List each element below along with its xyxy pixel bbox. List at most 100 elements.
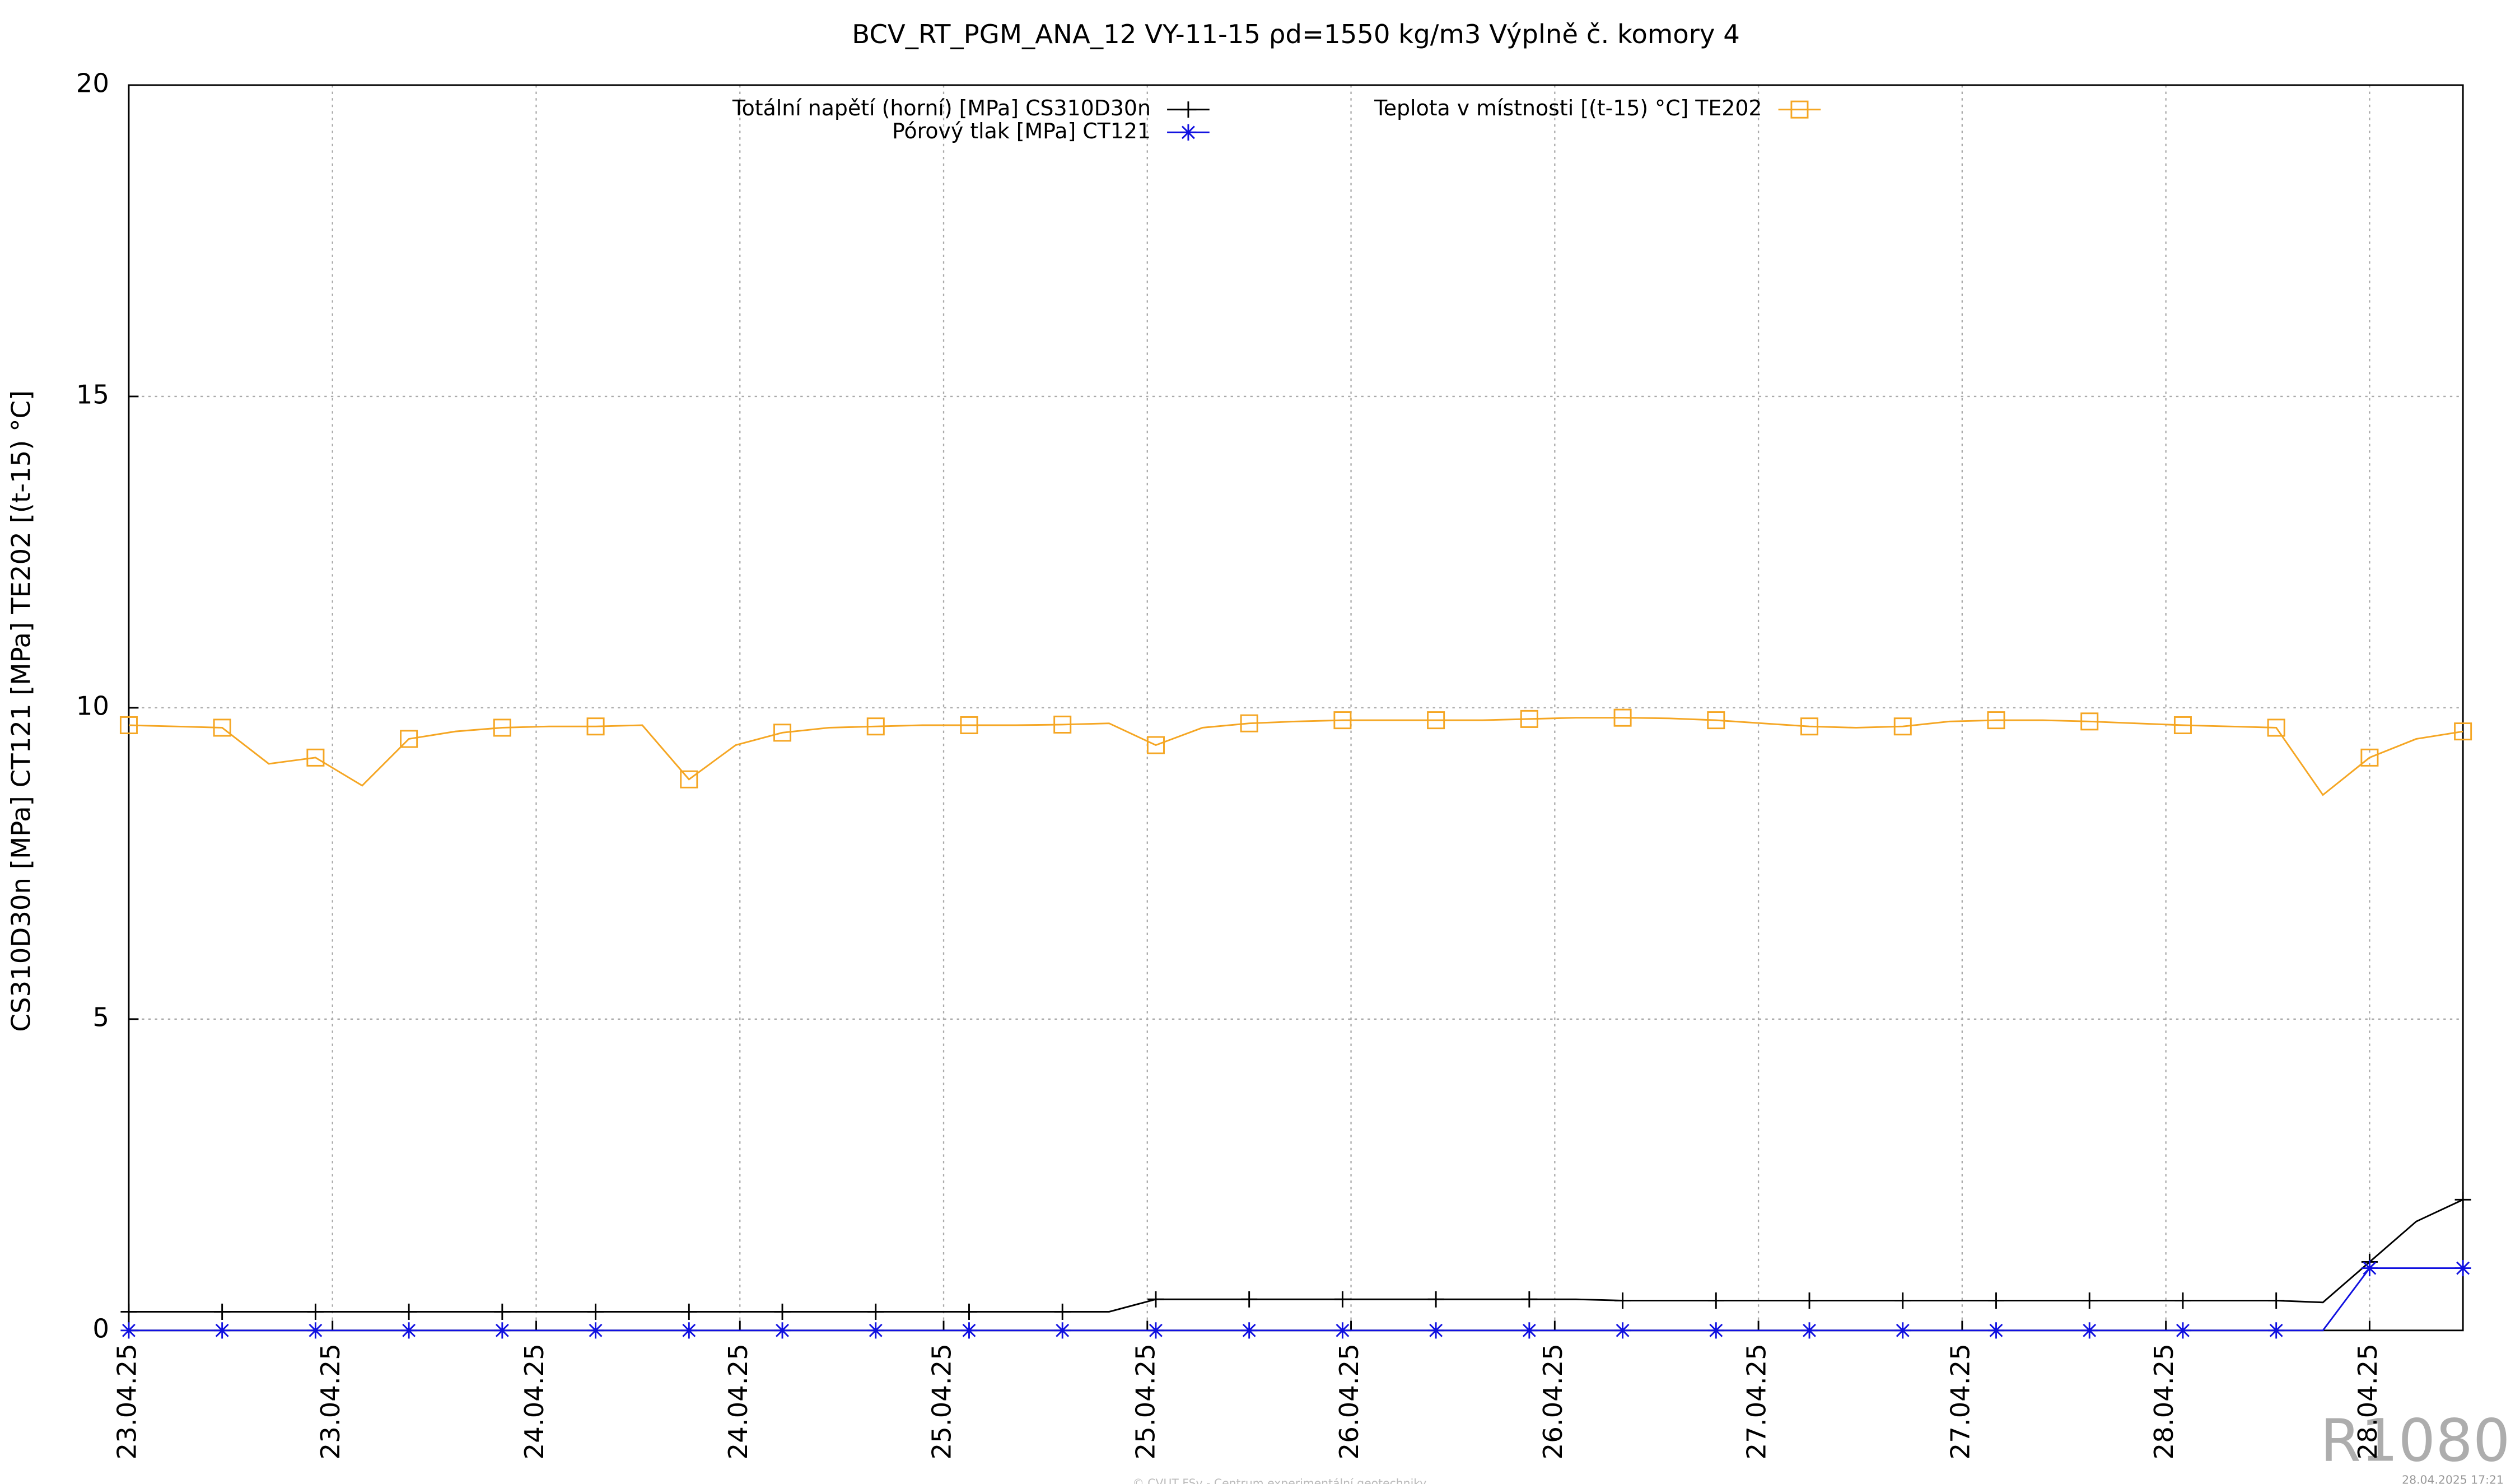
series-line bbox=[128, 717, 2463, 796]
marker-shape bbox=[2454, 1260, 2471, 1277]
marker-shape bbox=[2454, 722, 2472, 741]
marker-shape bbox=[1894, 1292, 1911, 1309]
marker-shape bbox=[1334, 1291, 1351, 1308]
marker bbox=[1987, 711, 2005, 730]
marker-shape bbox=[1614, 1322, 1631, 1339]
marker bbox=[307, 1322, 324, 1339]
marker-shape bbox=[1427, 1322, 1444, 1339]
marker-shape bbox=[774, 1303, 791, 1320]
marker-shape bbox=[2268, 1292, 2285, 1309]
marker-shape bbox=[867, 1303, 884, 1320]
marker-shape bbox=[1987, 1322, 2005, 1339]
marker bbox=[1521, 1291, 1538, 1308]
marker bbox=[1614, 1292, 1631, 1309]
marker bbox=[774, 1303, 791, 1320]
marker-shape bbox=[1147, 1322, 1164, 1339]
marker-shape bbox=[2174, 1292, 2191, 1309]
marker bbox=[960, 1303, 978, 1320]
x-tick-label: 24.04.25 bbox=[723, 1343, 753, 1459]
marker-shape bbox=[960, 1322, 978, 1339]
marker bbox=[586, 717, 605, 736]
marker-shape bbox=[1146, 736, 1165, 754]
marker-shape bbox=[306, 748, 325, 767]
marker bbox=[2081, 1322, 2098, 1339]
marker-shape bbox=[120, 1303, 137, 1320]
marker-shape bbox=[1707, 1292, 1724, 1309]
marker-shape bbox=[1427, 711, 1445, 730]
marker-shape bbox=[960, 716, 978, 735]
marker-shape bbox=[214, 1303, 231, 1320]
marker bbox=[1707, 1322, 1724, 1339]
marker-shape bbox=[1180, 101, 1197, 118]
chart-title: BCV_RT_PGM_ANA_12 VY-11-15 ρd=1550 kg/m3… bbox=[852, 19, 1740, 49]
marker bbox=[680, 1322, 697, 1339]
marker bbox=[1707, 711, 1725, 730]
marker-shape bbox=[1893, 717, 1912, 736]
marker bbox=[1053, 715, 1072, 734]
y-tick-label: 5 bbox=[92, 1002, 109, 1032]
marker-shape bbox=[1614, 1292, 1631, 1309]
marker bbox=[494, 1303, 511, 1320]
marker-shape bbox=[774, 1322, 791, 1339]
legend-label: Pórový tlak [MPa] CT121 bbox=[892, 119, 1151, 143]
marker bbox=[2174, 1322, 2191, 1339]
marker bbox=[214, 1303, 231, 1320]
marker bbox=[774, 1322, 791, 1339]
x-tick-label: 23.04.25 bbox=[111, 1343, 142, 1459]
x-tick-label: 25.04.25 bbox=[1130, 1343, 1160, 1459]
marker bbox=[2454, 1191, 2471, 1208]
marker bbox=[587, 1322, 604, 1339]
marker bbox=[1801, 1322, 1818, 1339]
marker-shape bbox=[213, 718, 231, 737]
y-tick-label: 15 bbox=[76, 379, 109, 409]
marker-shape bbox=[2267, 718, 2285, 737]
marker-shape bbox=[1521, 1322, 1538, 1339]
marker-shape bbox=[1180, 124, 1197, 141]
marker bbox=[1707, 1292, 1724, 1309]
x-tick-label: 27.04.25 bbox=[1945, 1343, 1975, 1459]
marker-shape bbox=[1053, 715, 1072, 734]
marker bbox=[1147, 1291, 1164, 1308]
x-tick-label: 28.04.25 bbox=[2149, 1343, 2179, 1459]
marker bbox=[960, 716, 978, 735]
marker-shape bbox=[2081, 1322, 2098, 1339]
marker bbox=[1427, 1291, 1444, 1308]
marker-shape bbox=[1241, 1291, 1258, 1308]
y-tick-label: 10 bbox=[76, 690, 109, 721]
marker-shape bbox=[1613, 708, 1632, 727]
marker-shape bbox=[494, 1303, 511, 1320]
marker-shape bbox=[1987, 711, 2005, 730]
marker bbox=[680, 1303, 697, 1320]
x-tick-label: 25.04.25 bbox=[927, 1343, 957, 1459]
marker bbox=[307, 1303, 324, 1320]
marker-shape bbox=[867, 1322, 884, 1339]
marker bbox=[1334, 1322, 1351, 1339]
marker-shape bbox=[2454, 1191, 2471, 1208]
marker-shape bbox=[120, 1322, 137, 1339]
x-tick-label: 26.04.25 bbox=[1538, 1343, 1568, 1459]
marker-shape bbox=[1800, 717, 1819, 736]
marker bbox=[214, 1322, 231, 1339]
marker-shape bbox=[307, 1322, 324, 1339]
x-tick-label: 24.04.25 bbox=[519, 1343, 549, 1459]
marker bbox=[494, 1322, 511, 1339]
marker bbox=[1987, 1322, 2005, 1339]
marker-shape bbox=[680, 1303, 697, 1320]
marker bbox=[1180, 124, 1197, 141]
marker bbox=[2360, 748, 2379, 767]
marker bbox=[120, 1322, 137, 1339]
marker bbox=[960, 1322, 978, 1339]
marker-shape bbox=[1427, 1291, 1444, 1308]
marker-shape bbox=[960, 1303, 978, 1320]
marker-shape bbox=[587, 1303, 604, 1320]
marker bbox=[1800, 717, 1819, 736]
marker-shape bbox=[773, 724, 792, 742]
marker bbox=[1147, 1322, 1164, 1339]
watermark: R1080 bbox=[2320, 1406, 2510, 1474]
marker-shape bbox=[1801, 1322, 1818, 1339]
x-tick-label: 27.04.25 bbox=[1742, 1343, 1772, 1459]
marker-shape bbox=[2080, 712, 2099, 731]
marker-shape bbox=[680, 770, 698, 788]
marker bbox=[1427, 711, 1445, 730]
